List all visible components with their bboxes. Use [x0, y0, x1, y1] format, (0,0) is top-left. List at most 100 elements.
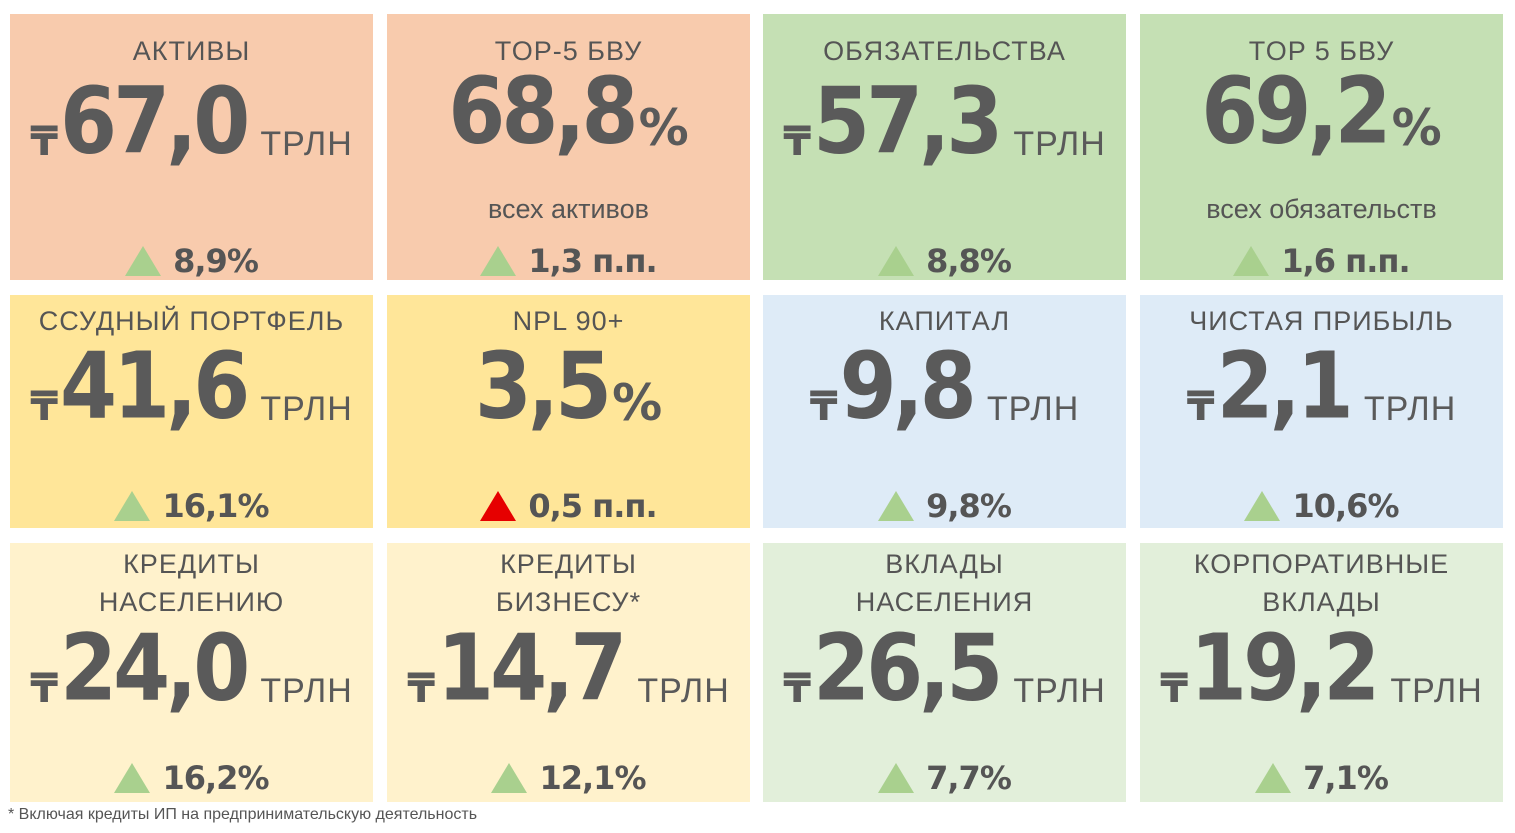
change-value: 16,1%	[162, 487, 269, 525]
card-title: ОБЯЗАТЕЛЬСТВА	[823, 36, 1066, 66]
card-title-line1: КРЕДИТЫ	[123, 549, 260, 579]
value: 69,2	[1201, 58, 1391, 165]
up-arrow-icon	[125, 246, 162, 276]
card-title-line2: НАСЕЛЕНИЯ	[855, 587, 1034, 617]
card-loan-portfolio: ССУДНЫЙ ПОРТФЕЛЬ ₸ 41,6 ТРЛН 16,1%	[10, 295, 373, 528]
value: 14,7	[437, 615, 627, 722]
change-value: 1,3 п.п.	[528, 242, 657, 280]
card-liabilities: ОБЯЗАТЕЛЬСТВА ₸ 57,3 ТРЛН 8,8%	[763, 14, 1126, 280]
change-value: 12,1%	[539, 759, 646, 797]
card-title-line2: НАСЕЛЕНИЮ	[98, 587, 285, 617]
value-row: ₸ 9,8 ТРЛН	[763, 334, 1126, 440]
up-arrow-red-icon	[480, 491, 517, 521]
value-row: ₸ 2,1 ТРЛН	[1140, 334, 1503, 440]
up-arrow-icon	[1255, 763, 1292, 793]
card-top5-liabilities: TOP 5 БВУ 69,2 % всех обязательств 1,6 п…	[1140, 14, 1503, 280]
change-value: 10,6%	[1292, 487, 1399, 525]
card-subtitle: всех обязательств	[1206, 194, 1437, 224]
value-row: 3,5 %	[387, 334, 750, 440]
change: 8,8%	[763, 242, 1126, 280]
value-row: ₸ 19,2 ТРЛН	[1140, 616, 1503, 722]
up-arrow-icon	[878, 763, 915, 793]
up-arrow-icon	[480, 246, 517, 276]
value-row: 68,8 %	[387, 59, 750, 165]
value: 57,3	[813, 68, 1003, 175]
card-business-loans: КРЕДИТЫ БИЗНЕСУ* ₸ 14,7 ТРЛН 12,1%	[387, 543, 750, 802]
value-row: ₸ 26,5 ТРЛН	[763, 616, 1126, 722]
card-capital: КАПИТАЛ ₸ 9,8 ТРЛН 9,8%	[763, 295, 1126, 528]
change: 1,6 п.п.	[1140, 242, 1503, 280]
percent-sign: %	[612, 374, 663, 432]
tenge-icon: ₸	[407, 666, 436, 712]
card-title: АКТИВЫ	[132, 36, 251, 66]
card-corporate-deposits: КОРПОРАТИВНЫЕ ВКЛАДЫ ₸ 19,2 ТРЛН 7,1%	[1140, 543, 1503, 802]
unit: ТРЛН	[986, 390, 1080, 428]
card-title: КАПИТАЛ	[878, 306, 1011, 336]
percent-sign: %	[1391, 99, 1442, 157]
value: 9,8	[839, 333, 977, 440]
change-value: 16,2%	[162, 759, 269, 797]
value: 41,6	[60, 333, 250, 440]
card-assets: АКТИВЫ ₸ 67,0 ТРЛН 8,9%	[10, 14, 373, 280]
unit: ТРЛН	[260, 390, 353, 428]
card-subtitle: всех активов	[488, 194, 649, 224]
tenge-icon: ₸	[809, 384, 838, 430]
tenge-icon: ₸	[30, 666, 59, 712]
card-title-line2: БИЗНЕСУ*	[495, 587, 642, 617]
unit: ТРЛН	[1390, 672, 1483, 710]
tenge-icon: ₸	[1186, 384, 1215, 430]
value: 26,5	[813, 615, 1003, 722]
up-arrow-icon	[491, 763, 528, 793]
value-row: 69,2 %	[1140, 59, 1503, 165]
change-value: 8,8%	[926, 242, 1012, 280]
tenge-icon: ₸	[30, 384, 59, 430]
change: 0,5 п.п.	[387, 487, 750, 525]
unit: ТРЛН	[1363, 390, 1457, 428]
tenge-icon: ₸	[783, 666, 812, 712]
up-arrow-icon	[114, 491, 151, 521]
unit: ТРЛН	[260, 125, 353, 163]
up-arrow-icon	[114, 763, 151, 793]
change-value: 7,1%	[1303, 759, 1389, 797]
change: 12,1%	[387, 759, 750, 797]
up-arrow-icon	[1244, 491, 1281, 521]
card-title-line2: ВКЛАДЫ	[1262, 587, 1381, 617]
value-row: ₸ 14,7 ТРЛН	[387, 616, 750, 722]
up-arrow-icon	[878, 246, 915, 276]
change: 16,1%	[10, 487, 373, 525]
card-retail-loans: КРЕДИТЫ НАСЕЛЕНИЮ ₸ 24,0 ТРЛН 16,2%	[10, 543, 373, 802]
card-title-line1: КОРПОРАТИВНЫЕ	[1193, 549, 1450, 579]
value-row: ₸ 24,0 ТРЛН	[10, 616, 373, 722]
change: 8,9%	[10, 242, 373, 280]
card-title-line1: ВКЛАДЫ	[885, 549, 1004, 579]
change-value: 1,6 п.п.	[1281, 242, 1410, 280]
unit: ТРЛН	[1013, 672, 1106, 710]
up-arrow-icon	[1233, 246, 1270, 276]
value: 19,2	[1190, 615, 1380, 722]
change: 7,1%	[1140, 759, 1503, 797]
change-value: 7,7%	[926, 759, 1012, 797]
unit: ТРЛН	[637, 672, 730, 710]
unit: ТРЛН	[1013, 125, 1106, 163]
change-value: 9,8%	[926, 487, 1012, 525]
card-title: TOP 5 БВУ	[1248, 36, 1395, 66]
change: 16,2%	[10, 759, 373, 797]
card-top5-assets: TOP-5 БВУ 68,8 % всех активов 1,3 п.п.	[387, 14, 750, 280]
percent-sign: %	[638, 99, 689, 157]
card-title-line1: КРЕДИТЫ	[500, 549, 637, 579]
value: 2,1	[1216, 333, 1354, 440]
card-title: ЧИСТАЯ ПРИБЫЛЬ	[1189, 306, 1454, 336]
card-npl: NPL 90+ 3,5 % 0,5 п.п.	[387, 295, 750, 528]
value: 24,0	[60, 615, 250, 722]
change: 7,7%	[763, 759, 1126, 797]
card-net-profit: ЧИСТАЯ ПРИБЫЛЬ ₸ 2,1 ТРЛН 10,6%	[1140, 295, 1503, 528]
value: 3,5	[474, 333, 612, 440]
unit: ТРЛН	[260, 672, 353, 710]
change: 1,3 п.п.	[387, 242, 750, 280]
card-title: ССУДНЫЙ ПОРТФЕЛЬ	[38, 306, 345, 336]
value: 67,0	[60, 68, 250, 175]
value-row: ₸ 67,0 ТРЛН	[10, 69, 373, 175]
change: 10,6%	[1140, 487, 1503, 525]
tenge-icon: ₸	[1160, 666, 1189, 712]
tenge-icon: ₸	[30, 119, 59, 165]
